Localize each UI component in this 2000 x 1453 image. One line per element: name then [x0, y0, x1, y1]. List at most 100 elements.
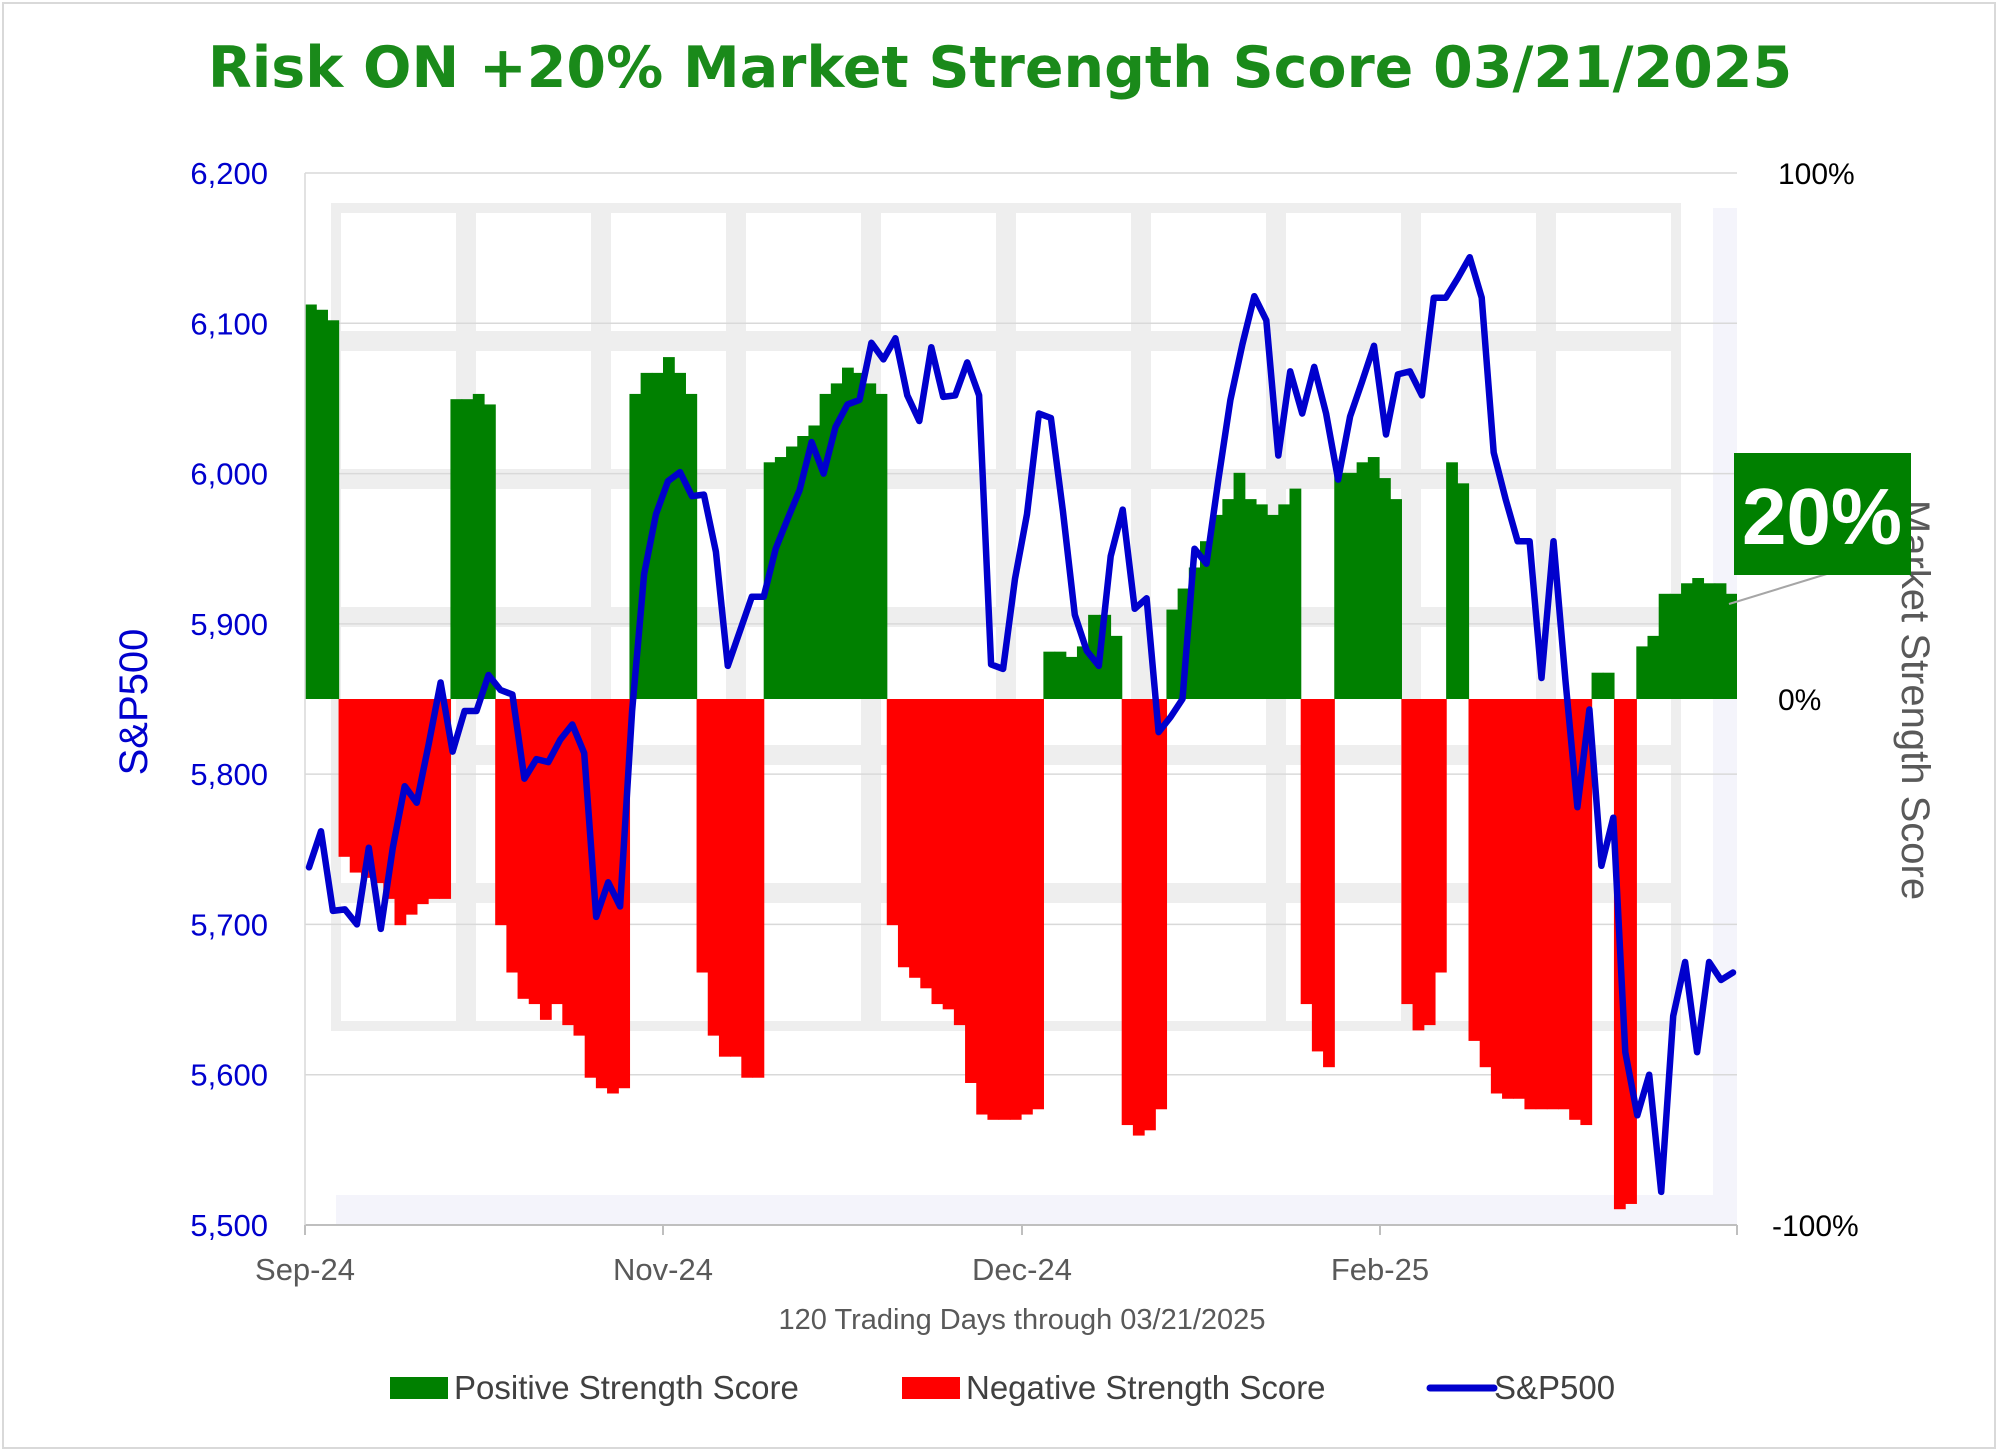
- positive-bar: [1446, 462, 1458, 699]
- negative-bar: [1546, 699, 1559, 1110]
- positive-bar: [1390, 499, 1402, 699]
- callout-box: [1734, 453, 1911, 575]
- positive-bar: [1692, 578, 1705, 699]
- negative-bar: [942, 699, 955, 1010]
- left-tick-label: 6,200: [190, 156, 268, 191]
- left-tick-label: 5,600: [190, 1058, 268, 1093]
- negative-bar: [1479, 699, 1492, 1068]
- negative-bar: [1513, 699, 1526, 1099]
- negative-bar: [909, 699, 921, 978]
- left-tick-label: 6,000: [190, 457, 268, 492]
- negative-bar: [752, 699, 765, 1078]
- negative-bar: [506, 699, 519, 973]
- negative-bar: [618, 699, 631, 1089]
- positive-bar: [1255, 504, 1268, 699]
- negative-bar: [953, 699, 966, 1026]
- positive-bar: [472, 393, 485, 699]
- negative-bar: [1009, 699, 1022, 1120]
- positive-bar: [651, 372, 664, 699]
- negative-bar: [998, 699, 1011, 1120]
- negative-bar: [886, 699, 899, 926]
- watermark-tile: [1411, 479, 1546, 617]
- positive-bar: [1714, 583, 1727, 699]
- positive-bar: [450, 399, 463, 699]
- positive-bar: [1200, 541, 1212, 699]
- sp500-line-layer: [305, 253, 1737, 1196]
- watermark-tile: [871, 203, 1006, 341]
- positive-bar: [1289, 488, 1302, 699]
- positive-bar: [1334, 472, 1347, 699]
- right-tick-label: 100%: [1778, 158, 1855, 191]
- negative-bar: [1625, 699, 1637, 1204]
- positive-bar: [1647, 635, 1660, 699]
- positive-bar: [1043, 651, 1056, 699]
- watermark-tile: [1141, 203, 1276, 341]
- positive-bar: [853, 372, 865, 699]
- positive-bar: [1725, 593, 1737, 699]
- positive-bar: [674, 372, 686, 699]
- negative-bar: [416, 699, 429, 905]
- negative-bar: [360, 699, 373, 878]
- legend-label-line: S&P500: [1494, 1369, 1615, 1406]
- positive-bar: [1356, 462, 1369, 699]
- negative-bar: [1021, 699, 1033, 1115]
- x-axis-ticks: Sep-24 Nov-24 Dec-24 Feb-25: [255, 1225, 1738, 1287]
- positive-bar: [327, 320, 340, 699]
- negative-bar: [1558, 699, 1570, 1110]
- negative-bar: [707, 699, 720, 1036]
- legend-label-positive: Positive Strength Score: [454, 1369, 799, 1406]
- negative-bar: [920, 699, 933, 989]
- sp500-line: [305, 253, 1737, 1196]
- positive-bar: [864, 383, 877, 699]
- strength-bars: [305, 304, 1737, 1210]
- x-axis-label: 120 Trading Days through 03/21/2025: [779, 1304, 1266, 1336]
- negative-bar: [573, 699, 586, 1036]
- negative-bar: [976, 699, 989, 1115]
- negative-bar: [1524, 699, 1537, 1110]
- positive-bar: [1379, 478, 1391, 699]
- positive-bar: [1244, 499, 1257, 699]
- negative-bar: [1144, 699, 1156, 1131]
- legend-swatch-positive: [390, 1377, 448, 1399]
- positive-bar: [808, 425, 821, 699]
- x-tick-label: Feb-25: [1331, 1252, 1429, 1287]
- positive-bar: [629, 393, 642, 699]
- negative-bar: [439, 699, 452, 899]
- negative-bar: [741, 699, 754, 1078]
- negative-bar: [931, 699, 944, 1005]
- negative-bar: [1423, 699, 1436, 1026]
- negative-bar: [428, 699, 440, 899]
- positive-bar: [316, 309, 328, 699]
- negative-bar: [517, 699, 530, 999]
- negative-bar: [495, 699, 507, 926]
- positive-bar: [875, 393, 888, 699]
- negative-bar: [1311, 699, 1324, 1052]
- positive-bar: [1591, 672, 1604, 699]
- watermark-tile: [1411, 203, 1546, 341]
- positive-bar: [1658, 593, 1671, 699]
- positive-bar: [830, 383, 843, 699]
- positive-bar: [1054, 651, 1067, 699]
- positive-bar: [484, 404, 496, 699]
- negative-bar: [539, 699, 552, 1020]
- negative-bar: [338, 699, 351, 857]
- negative-bar: [1580, 699, 1593, 1126]
- negative-bar: [1468, 699, 1481, 1041]
- positive-bar: [797, 436, 810, 699]
- negative-bar: [987, 699, 1000, 1120]
- negative-bar: [696, 699, 709, 973]
- positive-bar: [819, 393, 832, 699]
- positive-bar: [1602, 672, 1615, 699]
- positive-bar: [1076, 646, 1089, 699]
- negative-bar: [718, 699, 731, 1057]
- positive-bar: [1099, 614, 1112, 699]
- negative-bar: [372, 699, 384, 884]
- negative-bar: [584, 699, 597, 1078]
- negative-bar: [349, 699, 362, 873]
- positive-bar: [1457, 483, 1470, 699]
- positive-bar: [1681, 583, 1693, 699]
- positive-bar: [1211, 514, 1223, 699]
- positive-bar: [1222, 499, 1235, 699]
- positive-bar: [1703, 583, 1716, 699]
